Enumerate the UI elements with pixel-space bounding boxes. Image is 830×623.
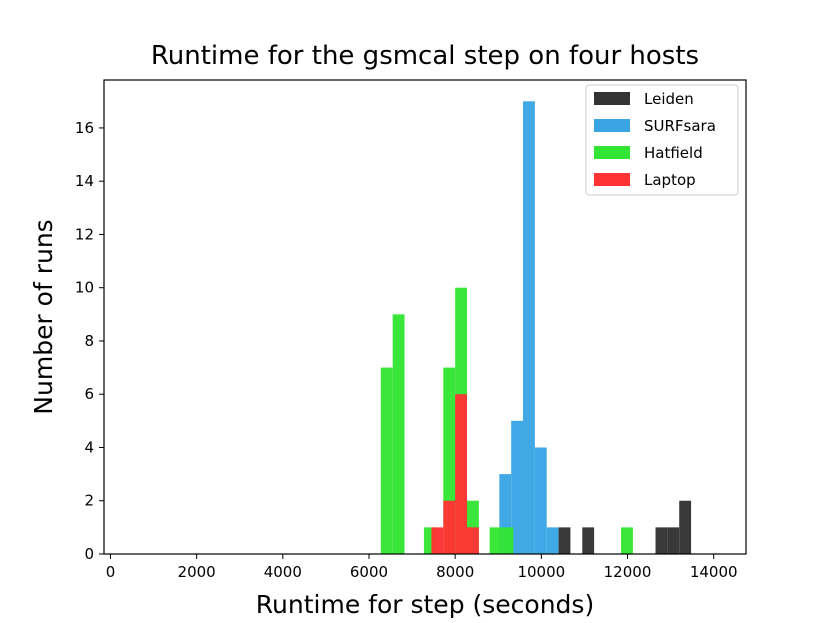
legend-label-surfsara: SURFsara	[644, 117, 716, 135]
legend-swatch-leiden	[594, 92, 630, 105]
bar-hatfield-3	[443, 367, 456, 554]
y-tick-label-4: 8	[84, 332, 94, 350]
y-tick-label-3: 6	[84, 385, 94, 403]
bar-laptop-3	[467, 527, 479, 554]
y-tick-label-8: 16	[75, 119, 94, 137]
bar-leiden-2	[655, 527, 668, 554]
x-tick-label-7: 14000	[690, 563, 738, 581]
legend-label-laptop: Laptop	[644, 171, 696, 189]
y-tick-label-6: 12	[75, 225, 94, 243]
x-tick-label-1: 2000	[178, 563, 216, 581]
legend-label-leiden: Leiden	[644, 90, 694, 108]
bars-layer	[380, 101, 692, 554]
bar-hatfield-6	[489, 527, 502, 554]
bar-leiden-1	[582, 527, 595, 554]
bar-hatfield-8	[621, 527, 633, 554]
x-tick-label-3: 6000	[350, 563, 388, 581]
bar-surfsara-0	[499, 474, 512, 554]
x-axis: 0 2000 4000 6000 8000 10000 12000 14000	[106, 554, 738, 581]
bar-leiden-0	[558, 527, 571, 554]
legend-swatch-hatfield	[594, 146, 630, 159]
bar-leiden-3	[667, 527, 680, 554]
bar-surfsara-1	[511, 420, 524, 554]
bar-hatfield-0	[380, 367, 393, 554]
x-tick-label-4: 8000	[436, 563, 474, 581]
y-tick-label-1: 2	[84, 492, 94, 510]
bar-hatfield-7	[501, 527, 514, 554]
chart-title: Runtime for the gsmcal step on four host…	[151, 41, 699, 71]
y-axis-label: Number of runs	[29, 219, 58, 414]
y-tick-label-5: 10	[75, 279, 94, 297]
bar-surfsara-3	[534, 447, 547, 554]
x-tick-label-6: 12000	[604, 563, 652, 581]
legend-box	[585, 84, 739, 196]
legend: Leiden SURFsara Hatfield Laptop	[585, 84, 739, 196]
y-axis: 0 2 4 6 8 10 12 14 16	[75, 119, 104, 563]
bar-laptop-2	[455, 394, 468, 554]
legend-swatch-laptop	[594, 173, 630, 186]
y-tick-label-0: 0	[84, 545, 94, 563]
bar-laptop-1	[443, 500, 456, 554]
x-tick-label-0: 0	[106, 563, 116, 581]
x-axis-label: Runtime for step (seconds)	[256, 590, 594, 619]
bar-laptop-0	[431, 527, 444, 554]
plot-frame	[103, 79, 747, 555]
y-tick-label-2: 4	[84, 438, 94, 456]
legend-label-hatfield: Hatfield	[644, 144, 703, 162]
bar-hatfield-1	[392, 314, 405, 554]
bar-hatfield-2	[423, 527, 436, 554]
bar-surfsara-2	[523, 101, 535, 554]
legend-swatch-surfsara	[594, 119, 630, 132]
x-tick-label-2: 4000	[264, 563, 302, 581]
y-tick-label-7: 14	[75, 172, 94, 190]
bar-surfsara-4	[546, 527, 559, 554]
bar-leiden-4	[679, 500, 692, 554]
x-tick-label-5: 10000	[517, 563, 565, 581]
